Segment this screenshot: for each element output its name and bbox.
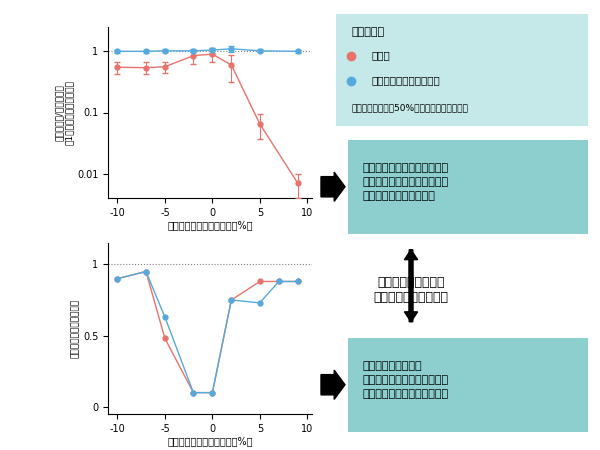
X-axis label: 捕畲努力量の変化の割合（%）: 捕畲努力量の変化の割合（%） [167, 436, 253, 446]
Y-axis label: 推定個体数/真の個体数
（1のとき真値に等しい）: 推定個体数/真の個体数 （1のとき真値に等しい） [55, 80, 74, 145]
Text: 個体群指数: 個体群指数 [351, 27, 384, 37]
Text: 個体群指数によらず
捕畲努力量に時間変化がない
と個体数が一意に求まらない: 個体群指数によらず 捕畲努力量に時間変化がない と個体数が一意に求まらない [362, 361, 449, 399]
Text: 捕獲努力量当たり捕獲数: 捕獲努力量当たり捕獲数 [371, 75, 440, 85]
Text: 捕畲数を個体群指数
にしたときのジレンマ: 捕畲数を個体群指数 にしたときのジレンマ [374, 276, 449, 304]
Text: 捕獲数を個体群指数にすると
捕獲努力量の時間変化に伴う
個体数の過小評価が発生: 捕獲数を個体群指数にすると 捕獲努力量の時間変化に伴う 個体数の過小評価が発生 [362, 163, 449, 201]
Y-axis label: 個体数が満定できた割合: 個体数が満定できた割合 [71, 299, 80, 358]
Text: 捕獲数: 捕獲数 [371, 50, 390, 60]
X-axis label: 捕獲努力量の変化の割合（%）: 捕獲努力量の変化の割合（%） [167, 220, 253, 230]
Text: エラーバーは中央50%の個体数推定値の範囲: エラーバーは中央50%の個体数推定値の範囲 [351, 104, 468, 112]
